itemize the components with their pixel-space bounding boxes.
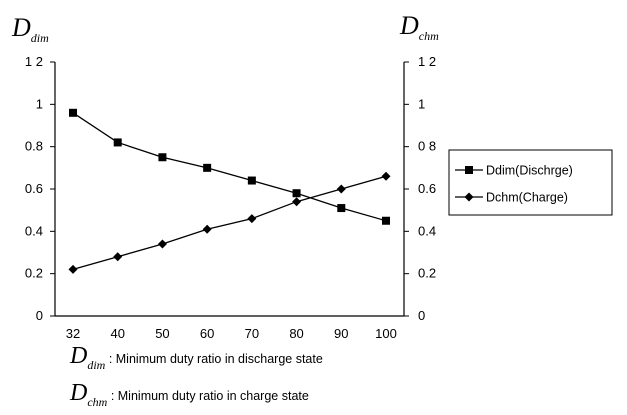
x-tick-label: 40	[110, 326, 124, 341]
data-point-dchm	[247, 214, 257, 224]
left-y-tick-label: 0.4	[25, 223, 43, 238]
note-dchm-sub: chm	[87, 395, 108, 409]
left-axis-label-main: D	[11, 13, 31, 42]
left-y-tick-label: 0.6	[25, 181, 43, 196]
right-y-tick-label: 0	[418, 308, 425, 323]
data-point-ddim	[158, 153, 167, 162]
data-point-dchm	[68, 264, 78, 274]
legend-item-ddim: Ddim(Dischrge)	[455, 164, 573, 178]
data-point-ddim	[69, 108, 77, 117]
right-axis-label-sub: chm	[419, 29, 439, 43]
note-ddim-symbol: D	[70, 343, 88, 369]
series-line-ddim	[72, 112, 387, 222]
legend-label-dchm: Dchm(Charge)	[486, 191, 568, 205]
legend: Ddim(Dischrge) Dchm(Charge)	[448, 149, 613, 216]
right-y-tick-label: 0.6	[418, 181, 436, 196]
right-axis-label-main: D	[399, 11, 419, 40]
right-y-tick-label: 1	[418, 96, 425, 111]
note-ddim: Ddim : Minimum duty ratio in discharge s…	[70, 343, 323, 372]
legend-items: Ddim(Dischrge) Dchm(Charge)	[455, 164, 573, 205]
data-point-dchm	[336, 184, 346, 194]
data-point-dchm	[381, 171, 391, 181]
left-axis-label: Ddim	[11, 13, 49, 45]
left-y-tick-label: 0.2	[25, 266, 43, 281]
x-tick-label: 90	[334, 326, 348, 341]
data-point-dchm	[157, 239, 167, 249]
x-tick-label: 70	[245, 326, 259, 341]
note-dchm-symbol: D	[70, 380, 88, 406]
data-point-ddim	[292, 189, 301, 198]
legend-label-ddim: Ddim(Dischrge)	[486, 164, 573, 178]
data-point-dchm	[292, 197, 302, 207]
series	[68, 108, 391, 274]
series-dchm	[68, 171, 391, 274]
right-y-tick-label: 0.4	[418, 223, 436, 238]
right-y-tick-label: 0.2	[418, 266, 436, 281]
note-dchm-text: : Minimum duty ratio in charge state	[110, 389, 309, 403]
series-ddim	[69, 108, 390, 225]
left-y-tick-label: 1 2	[25, 54, 43, 69]
right-y-tick-label: 0 8	[418, 139, 436, 154]
data-point-dchm	[202, 224, 212, 234]
data-point-ddim	[337, 204, 346, 213]
note-ddim-text: : Minimum duty ratio in discharge state	[108, 352, 323, 366]
x-tick-label: 60	[200, 326, 214, 341]
right-axis-label: Dchm	[399, 11, 439, 43]
data-point-ddim	[247, 176, 256, 185]
legend-box	[448, 149, 613, 216]
left-y-tick-label: 0	[36, 308, 43, 323]
x-tick-label: 32	[66, 326, 80, 341]
x-tick-label: 50	[155, 326, 169, 341]
legend-marker-ddim	[465, 166, 473, 174]
data-point-ddim	[382, 216, 390, 225]
data-point-dchm	[113, 252, 123, 262]
series-line-dchm	[72, 175, 387, 271]
note-dchm: Dchm : Minimum duty ratio in charge stat…	[70, 380, 309, 409]
right-y-tick-label: 1 2	[418, 54, 436, 69]
x-tick-label: 100	[375, 326, 397, 341]
left-y-tick-label: 0.8	[25, 139, 43, 154]
left-axis-label-sub: dim	[31, 31, 49, 45]
data-point-ddim	[203, 163, 212, 172]
ticks: 0 0 0.2 0.2 0.4 0.4 0.6 0.6 0.8 0 8 1 1 1 2 1 2 32 40 50…	[25, 54, 436, 341]
left-y-tick-label: 1	[36, 96, 43, 111]
legend-item-dchm: Dchm(Charge)	[455, 191, 568, 205]
note-ddim-sub: dim	[87, 358, 106, 372]
data-point-ddim	[113, 138, 122, 147]
x-tick-label: 80	[289, 326, 303, 341]
legend-marker-dchm	[464, 192, 474, 202]
